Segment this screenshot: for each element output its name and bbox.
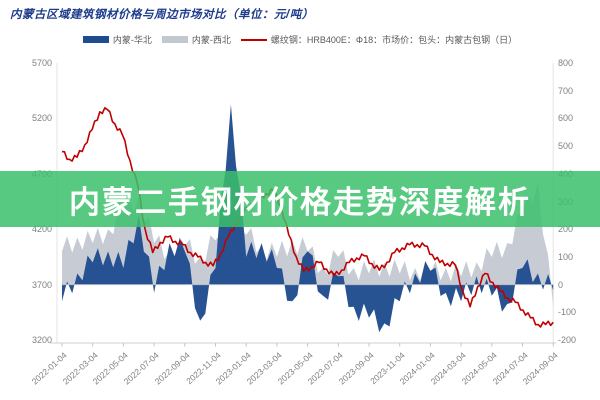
legend-item-2: 螺纹钢：HRB400E：Φ18：市场价：包头：内蒙古包钢（日） (240, 33, 518, 46)
legend-box-swatch (82, 36, 109, 43)
legend-item-1: 内蒙-西北 (161, 33, 231, 46)
overlay-banner: 内蒙二手钢材价格走势深度解析 (0, 171, 600, 227)
y-axis-right-tick-label: 0 (558, 279, 564, 290)
y-axis-right-tick-label: 600 (558, 113, 574, 124)
y-axis-left-tick-label: 3700 (31, 279, 52, 290)
legend-line-swatch (240, 38, 267, 41)
chart-title: 内蒙古区域建筑钢材价格与周边市场对比（单位：元/吨） (10, 9, 314, 21)
y-axis-right-tick-label: 500 (558, 141, 574, 152)
legend-item-0: 内蒙-华北 (82, 33, 152, 46)
y-axis-right-tick-label: -200 (558, 335, 577, 345)
y-axis-right-tick-label: 800 (558, 58, 574, 68)
y-axis-right-tick-label: 700 (558, 85, 574, 96)
y-axis-left-tick-label: 5700 (31, 58, 52, 68)
legend-label: 内蒙-华北 (112, 35, 152, 45)
legend-label: 内蒙-西北 (191, 35, 231, 45)
y-axis-right-tick-label: -100 (558, 307, 577, 318)
y-axis-right-tick-label: 100 (558, 251, 574, 262)
y-axis-right-tick-label: 200 (558, 224, 574, 235)
legend-label: 螺纹钢：HRB400E：Φ18：市场价：包头：内蒙古包钢（日） (270, 35, 518, 45)
legend: 内蒙-华北 内蒙-西北 螺纹钢：HRB400E：Φ18：市场价：包头：内蒙古包钢（日… (0, 33, 600, 46)
overlay-banner-title: 内蒙二手钢材价格走势深度解析 (69, 184, 531, 220)
legend-box-swatch (161, 36, 188, 43)
y-axis-left-tick-label: 4200 (31, 224, 52, 235)
y-axis-left-tick-label: 5200 (31, 113, 52, 124)
y-axis-left-tick-label: 3200 (31, 335, 52, 345)
area-series-内蒙-华北 (62, 104, 554, 333)
